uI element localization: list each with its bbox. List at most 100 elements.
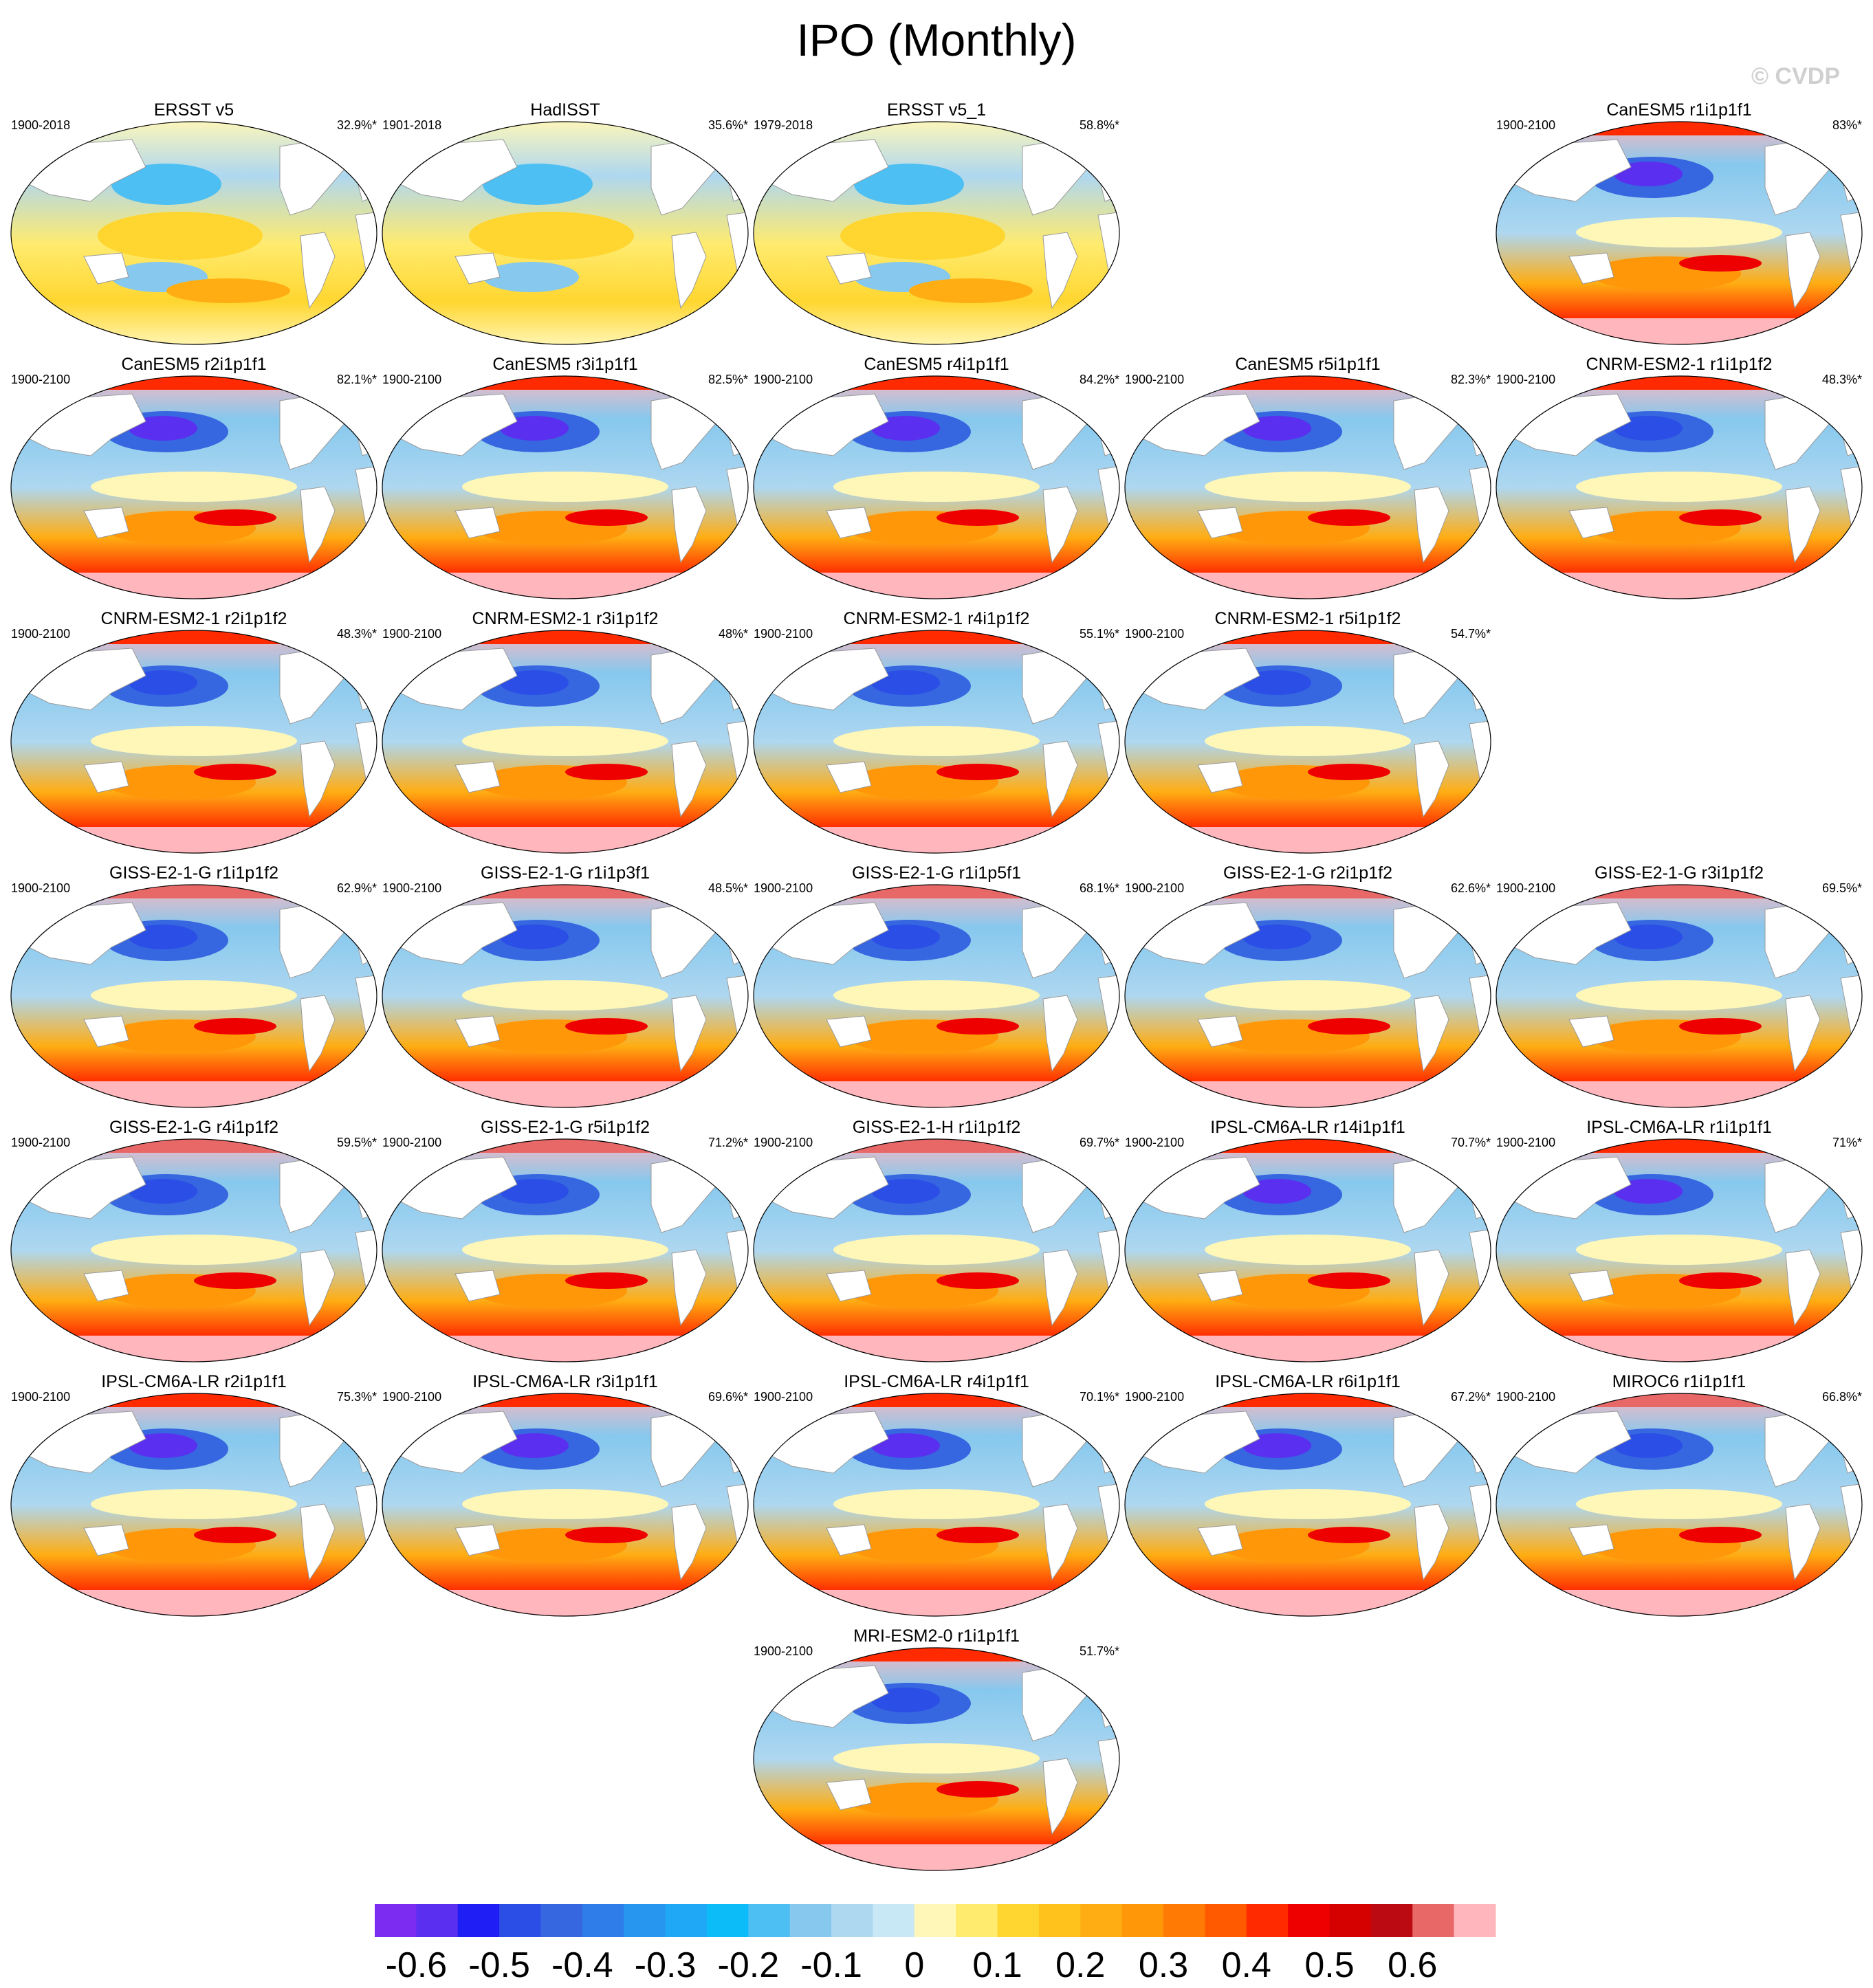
panel-years: 1900-2100 <box>1496 881 1556 895</box>
panel-percent: 69.6%* <box>708 1390 748 1404</box>
landmass <box>671 1249 707 1327</box>
map-plot <box>753 1138 1120 1362</box>
landmass <box>454 507 501 539</box>
north-pacific-core <box>1242 670 1311 695</box>
tropical-pacific-anomaly <box>833 472 1040 502</box>
panel-title: MIROC6 r1i1p1f1 <box>1612 1372 1746 1391</box>
tropical-pacific-anomaly <box>833 1743 1040 1774</box>
landmass <box>454 761 501 793</box>
panel-years: 1900-2100 <box>1496 1136 1556 1149</box>
panel-years: 1900-2100 <box>1496 373 1556 386</box>
map-border <box>1496 1393 1863 1617</box>
map-panel: CNRM-ESM2-1 r1i1p1f2 1900-2100 48.3%* <box>1493 354 1865 601</box>
antarctic-band <box>754 827 1119 853</box>
tropical-pacific-anomaly <box>833 726 1040 756</box>
tropical-pacific-anomaly <box>1576 217 1782 247</box>
south-pacific-core <box>1308 1018 1390 1035</box>
landmass <box>83 1270 129 1302</box>
colorbar-tick-label: -0.1 <box>800 1945 862 1985</box>
north-pacific-core <box>500 925 569 949</box>
map-plot <box>753 1647 1120 1871</box>
south-pacific-core <box>1308 1272 1390 1289</box>
landmass <box>454 1524 501 1556</box>
map-panel: GISS-E2-1-G r1i1p3f1 1900-2100 48.5%* <box>380 863 751 1110</box>
panel-title: CNRM-ESM2-1 r4i1p1f2 <box>843 609 1030 628</box>
panel-percent: 69.7%* <box>1079 1136 1119 1149</box>
colorbar-swatch <box>748 1904 791 1937</box>
panel-percent: 67.2%* <box>1450 1390 1491 1404</box>
map-plot <box>1124 630 1491 854</box>
tropical-pacific-anomaly <box>833 980 1040 1010</box>
map-plot <box>1496 375 1863 599</box>
colorbar-swatch <box>873 1904 915 1937</box>
antarctic-band <box>382 1590 748 1616</box>
map-panel: GISS-E2-1-H r1i1p1f2 1900-2100 69.7%* <box>751 1117 1122 1365</box>
antarctic-band <box>1125 1336 1491 1362</box>
southern-ocean-anomaly <box>909 278 1033 303</box>
landmass <box>1042 1249 1078 1327</box>
south-pacific-core <box>1308 764 1390 780</box>
colorbar-tick-label: -0.5 <box>468 1945 530 1985</box>
panel-percent: 84.2%* <box>1079 373 1119 386</box>
north-pacific-core <box>871 1433 940 1458</box>
panel-percent: 70.7%* <box>1450 1136 1491 1149</box>
colorbar-tick-label: -0.4 <box>551 1945 613 1985</box>
panel-years: 1900-2100 <box>1496 118 1556 132</box>
north-pacific-core <box>129 1179 197 1204</box>
landmass <box>300 995 336 1072</box>
panel-percent: 82.5%* <box>708 373 748 386</box>
north-pacific-anomaly <box>483 164 593 205</box>
map-panel: CNRM-ESM2-1 r4i1p1f2 1900-2100 55.1%* <box>751 608 1122 856</box>
map-panel: ERSST v5_1 1979-2018 58.8%* <box>751 100 1122 347</box>
map-panel: ERSST v5 1900-2018 32.9%* <box>8 100 380 347</box>
map-plot <box>1124 1138 1491 1362</box>
tropical-pacific-anomaly <box>462 1235 668 1265</box>
map-panel: CNRM-ESM2-1 r5i1p1f2 1900-2100 54.7%* <box>1122 608 1493 856</box>
south-pacific-core <box>194 764 276 780</box>
antarctic-band <box>11 827 377 853</box>
antarctic-band <box>1496 1081 1862 1107</box>
tropical-pacific-anomaly <box>91 1235 297 1265</box>
landmass <box>671 486 707 564</box>
map-panel: MRI-ESM2-0 r1i1p1f1 1900-2100 51.7%* <box>751 1626 1122 1873</box>
panel-percent: 48.5%* <box>708 881 748 895</box>
tropical-pacific-anomaly <box>833 1235 1040 1265</box>
landmass <box>1568 507 1614 539</box>
landmass <box>1414 486 1449 564</box>
panel-percent: 66.8%* <box>1821 1390 1862 1404</box>
colorbar-tick-label: 0.2 <box>1055 1945 1105 1985</box>
panel-percent: 75.3%* <box>336 1390 377 1404</box>
colorbar-swatch <box>1080 1904 1123 1937</box>
panel-title: IPSL-CM6A-LR r4i1p1f1 <box>844 1372 1029 1391</box>
landmass <box>1197 1524 1243 1556</box>
landmass <box>671 740 707 818</box>
north-pacific-core <box>500 416 569 441</box>
north-pacific-core <box>1614 416 1683 441</box>
landmass <box>300 1249 336 1327</box>
panel-years: 1900-2100 <box>1125 373 1185 386</box>
map-panel: CanESM5 r2i1p1f1 1900-2100 82.1%* <box>8 354 380 601</box>
panel-percent: 69.5%* <box>1821 881 1862 895</box>
map-plot <box>382 884 749 1108</box>
map-panel: CanESM5 r1i1p1f1 1900-2100 83%* <box>1493 100 1865 347</box>
south-pacific-core <box>936 1527 1019 1543</box>
panel-years: 1900-2100 <box>1496 1390 1556 1404</box>
tropical-pacific-anomaly <box>1205 980 1411 1010</box>
map-plot <box>10 630 377 854</box>
landmass <box>1568 1015 1614 1048</box>
north-pacific-core <box>871 925 940 949</box>
map-plot <box>753 1393 1120 1617</box>
map-plot <box>1496 1138 1863 1362</box>
landmass <box>826 1015 872 1048</box>
map-border <box>753 121 1120 345</box>
landmass <box>300 486 336 564</box>
panel-title: CanESM5 r4i1p1f1 <box>864 355 1009 374</box>
map-border <box>753 1393 1120 1617</box>
tropical-pacific-anomaly <box>840 212 1005 260</box>
colorbar-tick-label: -0.2 <box>718 1945 780 1985</box>
colorbar-swatch <box>1246 1904 1289 1937</box>
panel-percent: 68.1%* <box>1079 881 1119 895</box>
colorbar-tick-label: 0.5 <box>1304 1945 1354 1985</box>
panel-years: 1900-2100 <box>11 627 71 641</box>
antarctic-band <box>382 1336 748 1362</box>
